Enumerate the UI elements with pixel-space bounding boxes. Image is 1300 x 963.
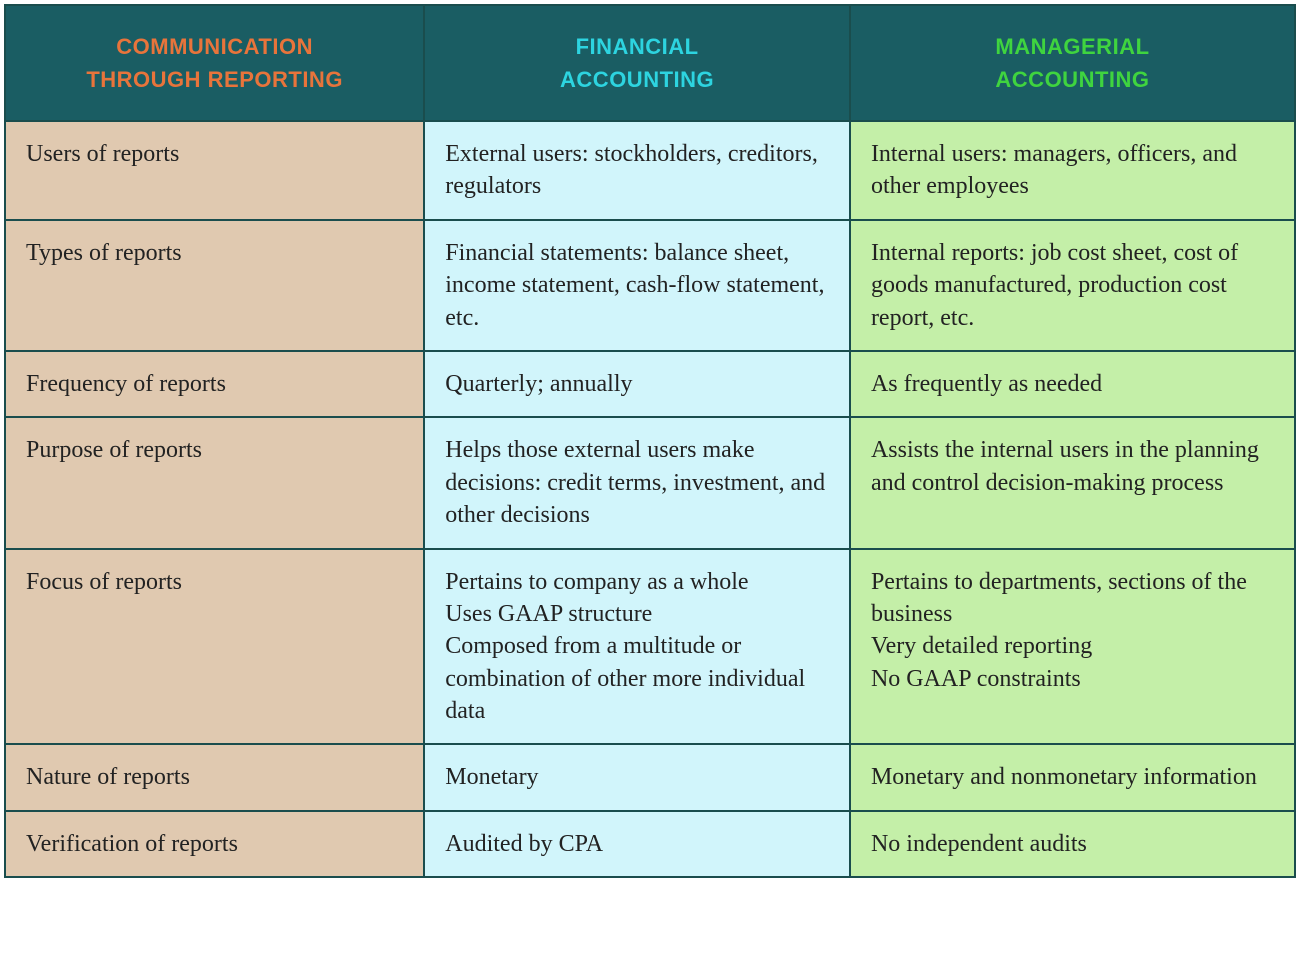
header-line1: FINANCIAL xyxy=(576,34,699,59)
cell-managerial: Internal reports: job cost sheet, cost o… xyxy=(850,220,1295,351)
cell-financial: Pertains to company as a wholeUses GAAP … xyxy=(424,549,850,745)
cell-financial: Audited by CPA xyxy=(424,811,850,877)
header-line2: ACCOUNTING xyxy=(995,67,1149,92)
table-row: Types of reportsFinancial statements: ba… xyxy=(5,220,1295,351)
cell-label: Purpose of reports xyxy=(5,417,424,548)
accounting-comparison-table: COMMUNICATION THROUGH REPORTING FINANCIA… xyxy=(4,4,1296,878)
cell-financial: Financial statements: balance sheet, inc… xyxy=(424,220,850,351)
cell-label: Verification of reports xyxy=(5,811,424,877)
cell-financial: External users: stockholders, creditors,… xyxy=(424,121,850,220)
table-row: Frequency of reportsQuarterly; annuallyA… xyxy=(5,351,1295,417)
header-line1: COMMUNICATION xyxy=(116,34,313,59)
header-line2: ACCOUNTING xyxy=(560,67,714,92)
table-header-row: COMMUNICATION THROUGH REPORTING FINANCIA… xyxy=(5,5,1295,121)
cell-label: Users of reports xyxy=(5,121,424,220)
cell-label: Types of reports xyxy=(5,220,424,351)
cell-managerial: Monetary and nonmonetary information xyxy=(850,744,1295,810)
cell-label: Focus of reports xyxy=(5,549,424,745)
header-managerial: MANAGERIAL ACCOUNTING xyxy=(850,5,1295,121)
table-row: Users of reportsExternal users: stockhol… xyxy=(5,121,1295,220)
cell-managerial: Internal users: managers, officers, and … xyxy=(850,121,1295,220)
table-row: Nature of reportsMonetaryMonetary and no… xyxy=(5,744,1295,810)
cell-managerial: As frequently as needed xyxy=(850,351,1295,417)
cell-label: Frequency of reports xyxy=(5,351,424,417)
table-row: Focus of reportsPertains to company as a… xyxy=(5,549,1295,745)
header-line2: THROUGH REPORTING xyxy=(86,67,343,92)
cell-label: Nature of reports xyxy=(5,744,424,810)
cell-managerial: Pertains to departments, sections of the… xyxy=(850,549,1295,745)
table-row: Verification of reportsAudited by CPANo … xyxy=(5,811,1295,877)
header-line1: MANAGERIAL xyxy=(995,34,1149,59)
cell-managerial: Assists the internal users in the planni… xyxy=(850,417,1295,548)
cell-managerial: No independent audits xyxy=(850,811,1295,877)
cell-financial: Monetary xyxy=(424,744,850,810)
cell-financial: Quarterly; annually xyxy=(424,351,850,417)
cell-financial: Helps those external users make decision… xyxy=(424,417,850,548)
table-body: Users of reportsExternal users: stockhol… xyxy=(5,121,1295,877)
header-communication: COMMUNICATION THROUGH REPORTING xyxy=(5,5,424,121)
table-row: Purpose of reportsHelps those external u… xyxy=(5,417,1295,548)
header-financial: FINANCIAL ACCOUNTING xyxy=(424,5,850,121)
